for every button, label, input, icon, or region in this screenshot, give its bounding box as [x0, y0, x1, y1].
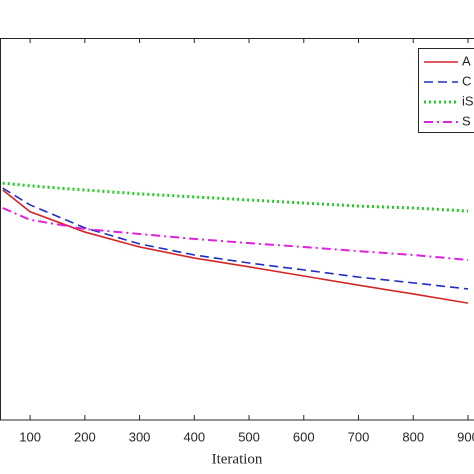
x-tick-label: 800 — [402, 429, 424, 444]
x-tick-label: 700 — [348, 429, 370, 444]
x-tick-label: 400 — [183, 429, 205, 444]
series-line — [2, 187, 469, 290]
series-line — [2, 189, 469, 304]
x-tick-label: 900 — [457, 429, 474, 444]
plot-frame — [0, 38, 474, 421]
legend-label: A — [462, 53, 471, 68]
series-line — [2, 207, 469, 261]
legend-label: iS — [462, 93, 474, 108]
x-tick-label: 100 — [19, 429, 41, 444]
series-line — [2, 181, 469, 213]
x-tick-label: 600 — [293, 429, 315, 444]
legend-label: C — [462, 73, 471, 88]
x-axis-label: Iteration — [212, 451, 263, 467]
x-tick-label: 500 — [238, 429, 260, 444]
legend-label: S — [462, 113, 471, 128]
x-tick-label: 200 — [74, 429, 96, 444]
x-tick-label: 300 — [129, 429, 151, 444]
